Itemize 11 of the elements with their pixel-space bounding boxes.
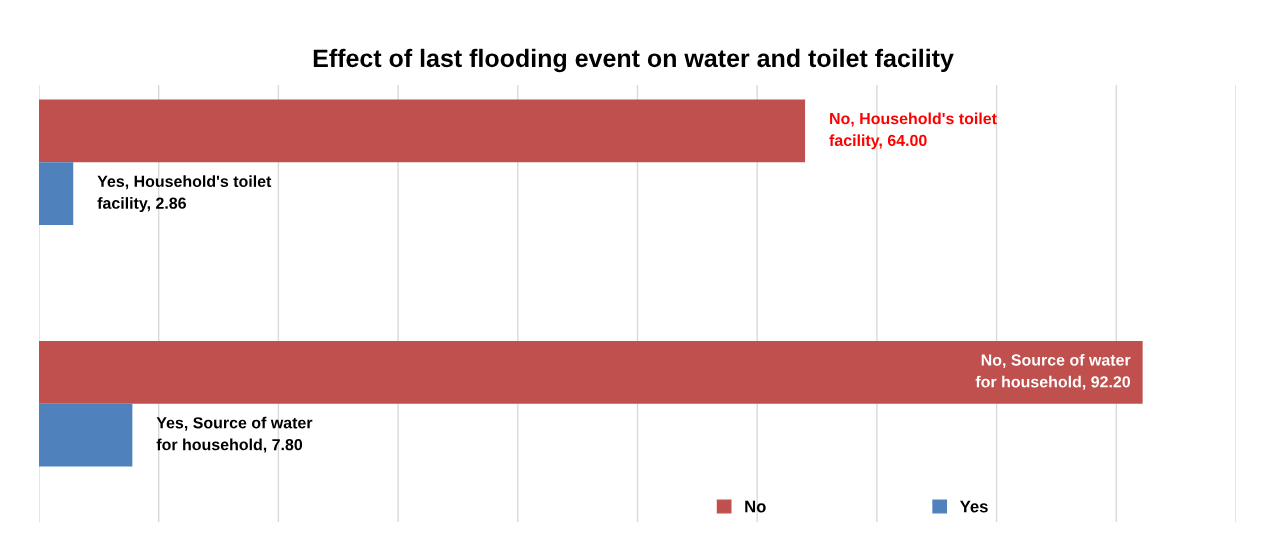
legend-label: No	[745, 500, 766, 513]
data-label: Yes, Household's toilet facility, 2.86	[97, 175, 272, 213]
legend-label: Yes	[959, 500, 988, 513]
bar	[39, 162, 74, 226]
data-label: Yes, Source of water for household, 7.80	[156, 416, 313, 453]
chart-title: Effect of last flooding event on water and toilet facility	[313, 48, 954, 73]
bar	[39, 99, 806, 163]
bar	[39, 340, 1143, 404]
data-label: No, Household's toilet facility, 64.00	[829, 112, 997, 150]
data-label: No, Source of water for household, 92.20	[975, 353, 1131, 390]
bar	[39, 403, 133, 467]
